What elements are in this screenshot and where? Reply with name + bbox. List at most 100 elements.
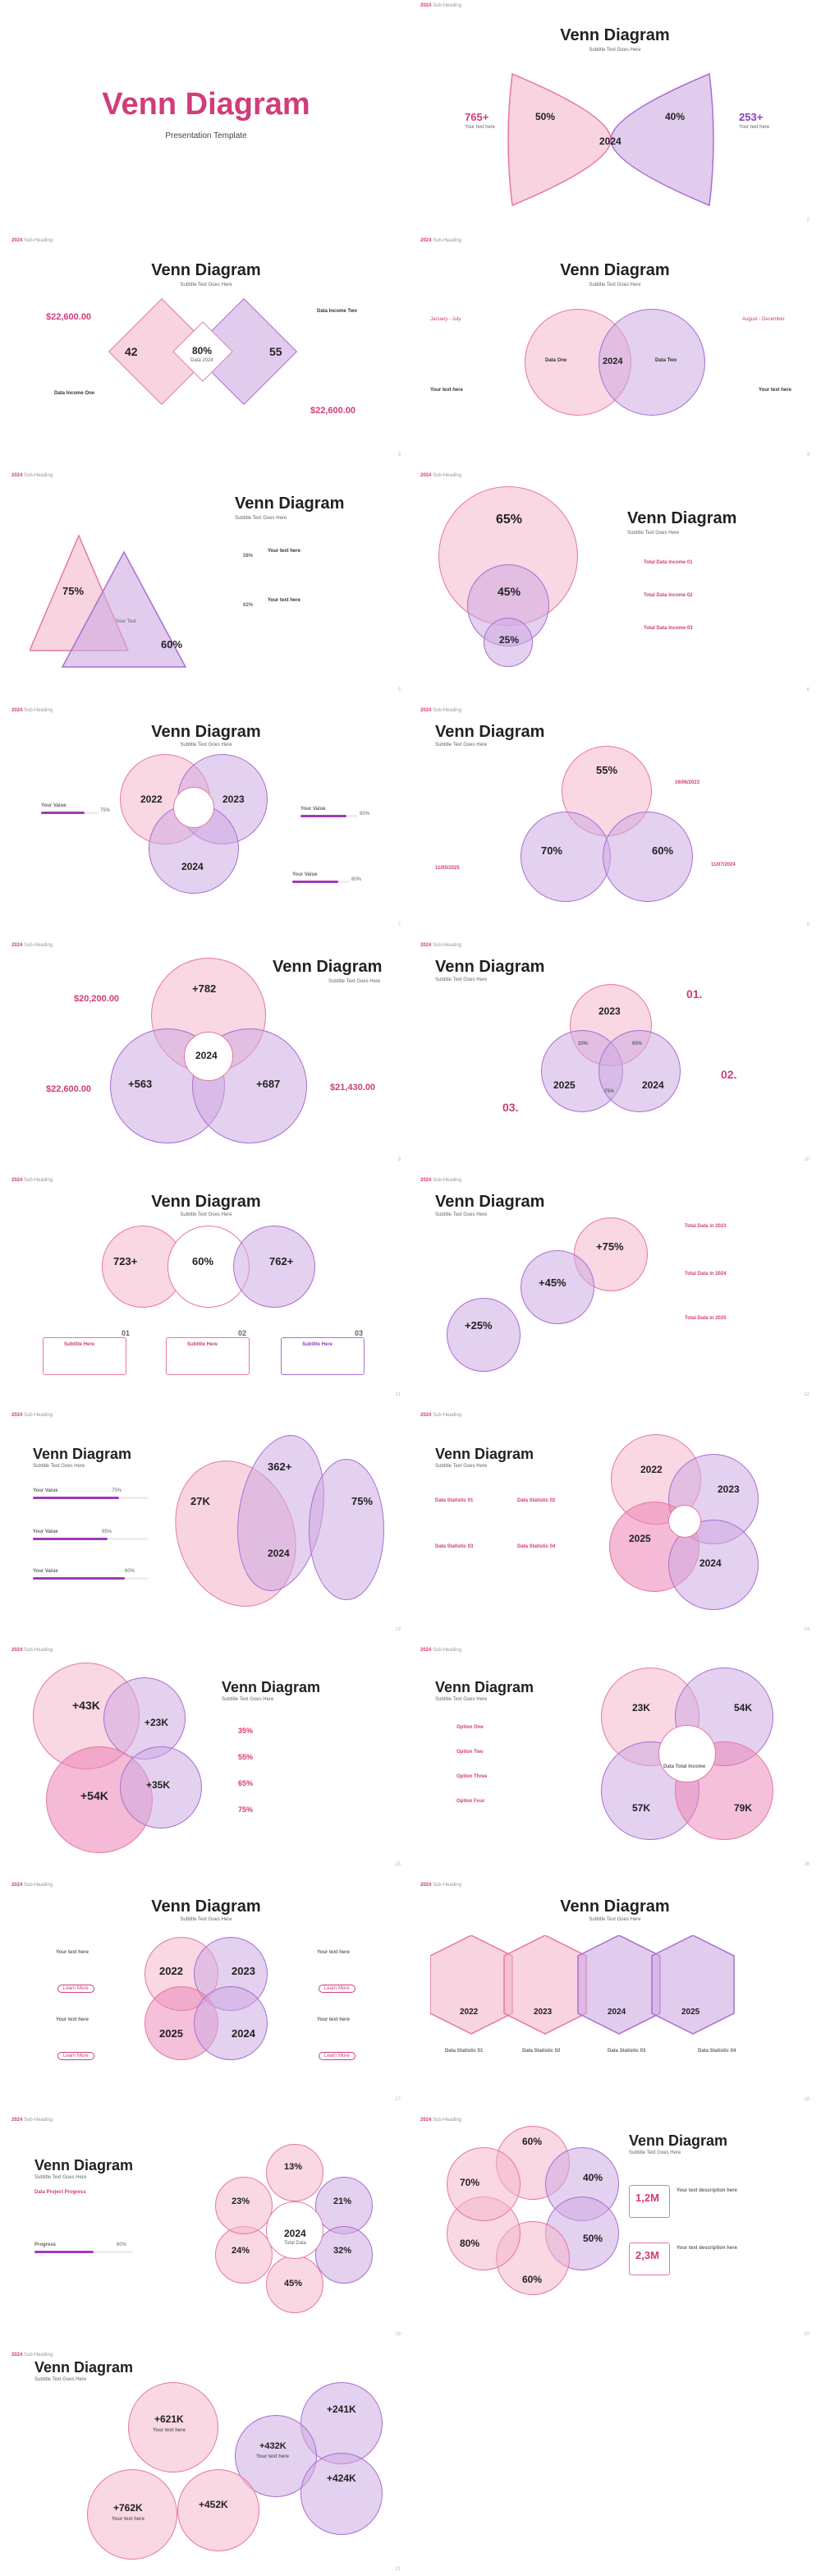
slide-20[interactable]: 2024 Sub-Heading Venn Diagram Subtitle T…	[414, 2114, 816, 2341]
option-2[interactable]: Option Two	[456, 1750, 484, 1755]
page-number: 3	[397, 453, 401, 458]
slide-header: 2024 Sub-Heading	[11, 473, 53, 478]
card-2[interactable]	[166, 1337, 250, 1375]
val-4: +35K	[146, 1779, 171, 1791]
option-1[interactable]: Option One	[456, 1725, 484, 1730]
val-top: 362+	[268, 1460, 292, 1473]
card-3-title: Subtitle Here	[302, 1342, 333, 1347]
c-452	[177, 2469, 259, 2551]
pct-60b: 60%	[522, 2274, 543, 2285]
slide-21[interactable]: 2024 Sub-Heading Venn Diagram Subtitle T…	[5, 2349, 407, 2576]
triangle-diagram	[30, 534, 187, 668]
slide-15[interactable]: 2024 Sub-Heading Venn Diagram Subtitle T…	[5, 1644, 407, 1871]
petal-24	[215, 2226, 273, 2284]
slide-1[interactable]: Venn Diagram Presentation Template	[5, 0, 407, 227]
slide-subtitle: Subtitle Text Goes Here	[180, 1917, 232, 1922]
learn-more-4[interactable]: Learn More	[319, 2052, 355, 2060]
value-left: 42	[125, 345, 138, 358]
y-2022: 2022	[640, 1464, 663, 1475]
learn-more-3[interactable]: Learn More	[57, 2052, 94, 2060]
slide-title: Venn Diagram	[151, 723, 261, 741]
pct-1: 20%	[578, 1042, 589, 1046]
num-2: 02.	[721, 1068, 737, 1081]
slide-11[interactable]: 2024 Sub-Heading Venn Diagram Subtitle T…	[5, 1175, 407, 1401]
slide-3[interactable]: 2024 Sub-Heading Venn Diagram Subtitle T…	[5, 235, 407, 462]
slide-9[interactable]: 2024 Sub-Heading Venn Diagram Subtitle T…	[5, 940, 407, 1166]
learn-more-2[interactable]: Learn More	[319, 1985, 355, 1993]
kpi-box-1	[629, 2185, 670, 2218]
right-label: Your text here	[759, 388, 791, 393]
bar-bottom-val: 80%	[351, 877, 362, 882]
slide-header: 2024 Sub-Heading	[420, 2118, 462, 2123]
option-3[interactable]: Option Three	[456, 1774, 488, 1779]
circle-center	[668, 1505, 701, 1538]
label-3: Your text here	[56, 2017, 89, 2022]
slide-17[interactable]: 2024 Sub-Heading Venn Diagram Subtitle T…	[5, 1879, 407, 2106]
label-5: Your text here	[112, 2517, 144, 2522]
slide-16[interactable]: 2024 Sub-Heading Venn Diagram Subtitle T…	[414, 1644, 816, 1871]
slide-header: 2024 Sub-Heading	[11, 708, 53, 713]
slide-subtitle: Subtitle Text Goes Here	[180, 1212, 232, 1217]
total-3: Total Data in 2025	[685, 1316, 727, 1321]
slide-10[interactable]: 2024 Sub-Heading Venn Diagram Subtitle T…	[414, 940, 816, 1166]
project-progress-head: Data Project Progress	[34, 2190, 86, 2195]
rate-4: 75%	[238, 1806, 254, 1814]
pct-50: 50%	[583, 2233, 603, 2244]
income-3: Total Data Income 03	[644, 626, 693, 631]
slide-14[interactable]: 2024 Sub-Heading Venn Diagram Subtitle T…	[414, 1410, 816, 1636]
learn-more-1[interactable]: Learn More	[57, 1985, 94, 1993]
slide-7[interactable]: 2024 Sub-Heading Venn Diagram Subtitle T…	[5, 705, 407, 932]
page-number: 5	[397, 688, 401, 692]
kpi-desc-1: Your text description here	[677, 2188, 737, 2193]
y-3: 2024	[608, 2008, 626, 2017]
bar-2	[33, 1538, 148, 1540]
slide-2[interactable]: 2024 Sub-Heading Venn Diagram Subtitle T…	[414, 0, 816, 227]
slide-8[interactable]: 2024 Sub-Heading Venn Diagram Subtitle T…	[414, 705, 816, 932]
value-right: 55	[269, 345, 282, 358]
slide-19[interactable]: 2024 Sub-Heading Venn Diagram Subtitle T…	[5, 2114, 407, 2341]
pct-24: 24%	[232, 2246, 250, 2256]
slide-header: 2024 Sub-Heading	[11, 1648, 53, 1653]
card-1[interactable]	[43, 1337, 126, 1375]
val-2: +23K	[144, 1717, 169, 1728]
rate-3: 65%	[238, 1779, 254, 1787]
y-2025: 2025	[629, 1533, 651, 1544]
slide-5[interactable]: 2024 Sub-Heading Venn Diagram Subtitle T…	[5, 470, 407, 697]
val-2: 54K	[734, 1702, 753, 1714]
slide-4[interactable]: 2024 Sub-Heading Venn Diagram Subtitle T…	[414, 235, 816, 462]
slide-subtitle: Subtitle Text Goes Here	[33, 1464, 85, 1469]
circle-right	[599, 1030, 681, 1112]
amount-right: $22,600.00	[310, 406, 356, 416]
ring-1: 58%	[243, 554, 254, 559]
circle-2024	[194, 1986, 268, 2060]
kpi-desc-2: Your text description here	[677, 2246, 737, 2251]
page-number: 16	[804, 1862, 810, 1867]
val-1: 723+	[113, 1255, 138, 1267]
bar-2-val: 65%	[102, 1530, 112, 1534]
amount-2: $22,600.00	[46, 1084, 92, 1094]
val-right: 75%	[351, 1495, 374, 1507]
slide-header: 2024 Sub-Heading	[420, 1413, 462, 1418]
circle-3	[447, 1298, 521, 1372]
hexagon-row	[430, 1935, 735, 2035]
y-1: 2022	[460, 2008, 479, 2017]
card-3[interactable]	[281, 1337, 365, 1375]
slide-subtitle: Subtitle Text Goes Here	[435, 1212, 488, 1217]
slide-6[interactable]: 2024 Sub-Heading Venn Diagram Subtitle T…	[414, 470, 816, 697]
slide-18[interactable]: 2024 Sub-Heading Venn Diagram Subtitle T…	[414, 1879, 816, 2106]
slide-12[interactable]: 2024 Sub-Heading Venn Diagram Subtitle T…	[414, 1175, 816, 1401]
pct-23: 23%	[232, 2196, 250, 2206]
year-left: 2025	[553, 1079, 576, 1091]
center-pct: 80%	[192, 345, 213, 356]
slide-subtitle: Subtitle Text Goes Here	[435, 978, 488, 982]
page-number: 13	[395, 1627, 401, 1632]
slide-13[interactable]: 2024 Sub-Heading Venn Diagram Subtitle T…	[5, 1410, 407, 1636]
option-4[interactable]: Option Four	[456, 1799, 485, 1804]
bar-1	[33, 1497, 148, 1499]
val-762: +762K	[113, 2502, 143, 2514]
num-1: 01.	[686, 987, 703, 1000]
page-number: 19	[395, 2332, 401, 2337]
page-number: 9	[397, 1157, 401, 1162]
bowtie-diagram	[507, 72, 714, 207]
val-3: +54K	[80, 1789, 108, 1802]
